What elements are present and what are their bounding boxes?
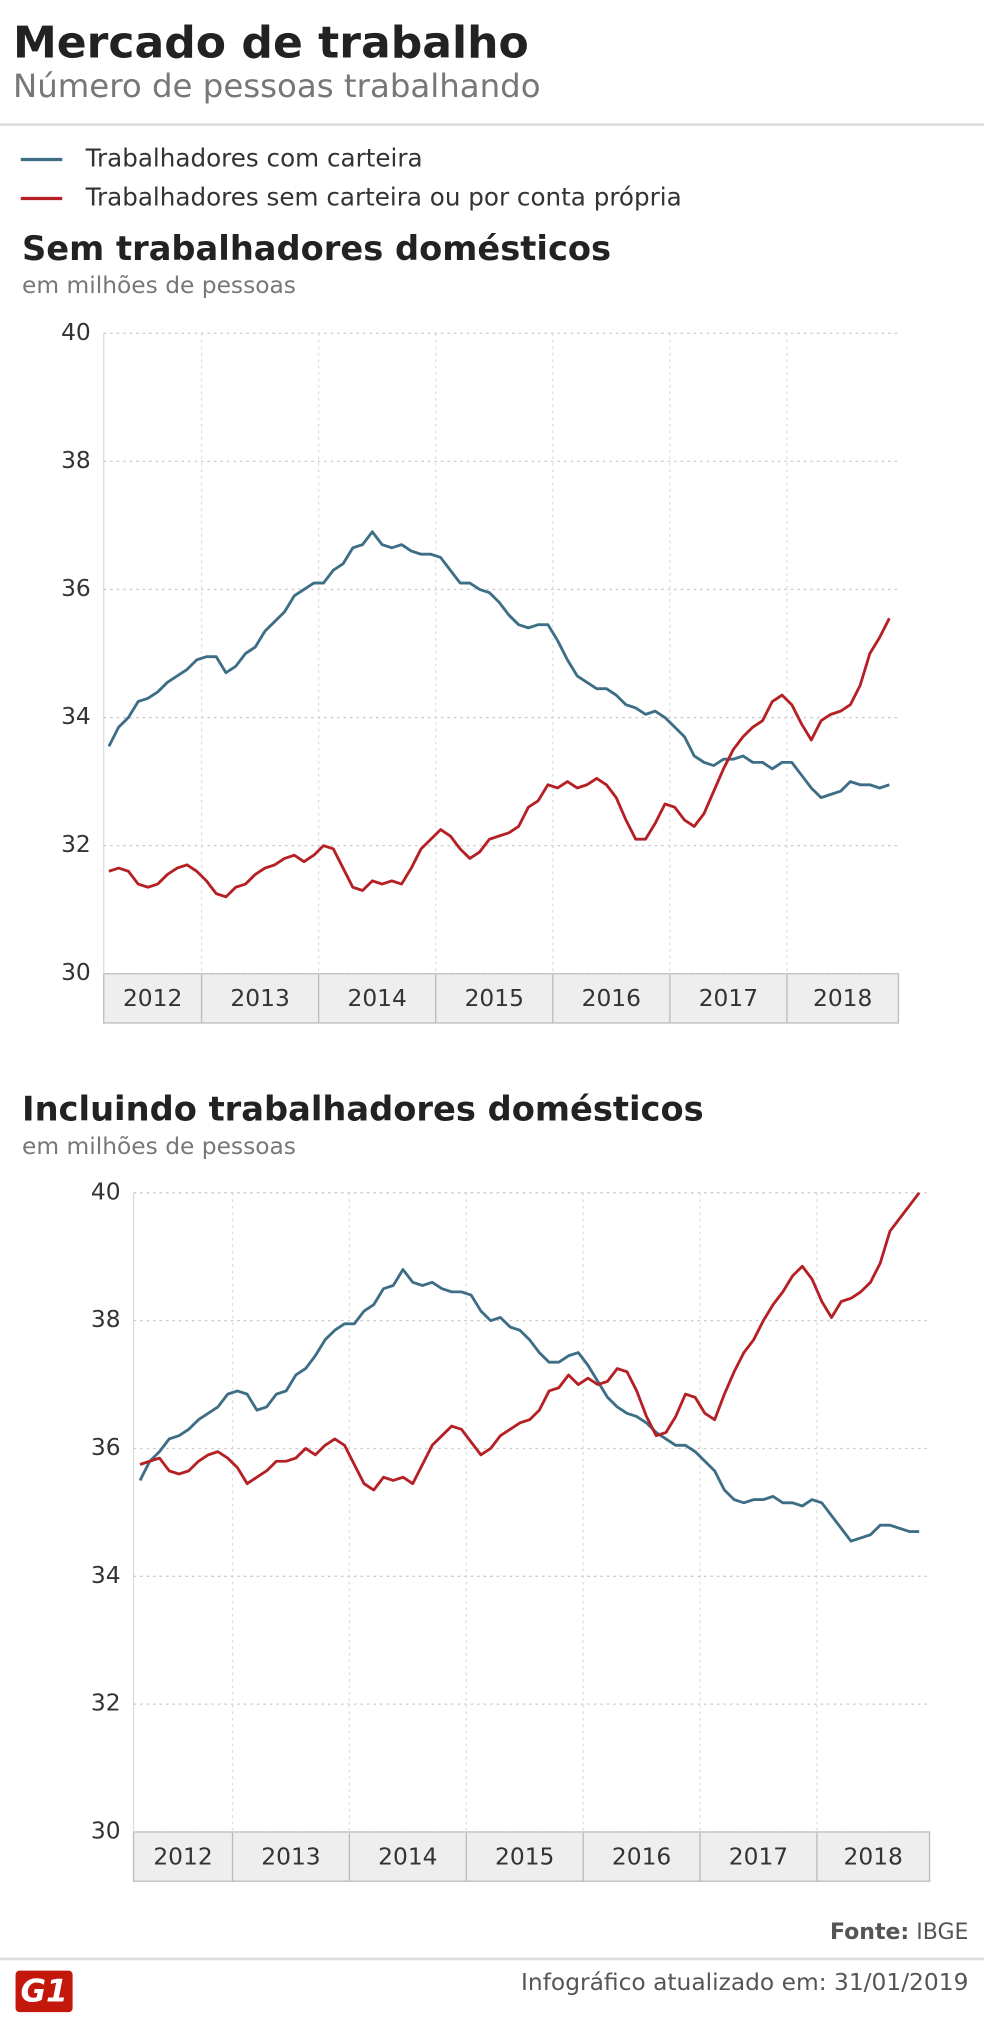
x-tick-label: 2013 bbox=[261, 1842, 320, 1870]
series-line bbox=[107, 530, 890, 800]
source-name: IBGE bbox=[916, 1920, 968, 1945]
x-tick-label: 2016 bbox=[612, 1842, 671, 1870]
y-tick-label: 36 bbox=[91, 1433, 121, 1461]
y-tick-label: 36 bbox=[61, 574, 91, 602]
x-tick-label: 2018 bbox=[844, 1842, 903, 1870]
source: Fonte: IBGE bbox=[830, 1920, 968, 1945]
x-tick-label: 2014 bbox=[347, 984, 406, 1012]
x-tick-label: 2015 bbox=[495, 1842, 554, 1870]
logo: G1 bbox=[20, 1974, 67, 2010]
y-tick-label: 30 bbox=[61, 958, 91, 986]
y-tick-label: 32 bbox=[61, 830, 91, 858]
x-axis-band bbox=[103, 973, 900, 1024]
y-tick-label: 38 bbox=[91, 1305, 121, 1333]
x-tick-label: 2014 bbox=[378, 1842, 437, 1870]
chart-title: Incluindo trabalhadores domésticos bbox=[22, 1090, 704, 1129]
y-tick-label: 34 bbox=[91, 1561, 121, 1589]
logo-box bbox=[15, 1970, 73, 2013]
chart-title: Sem trabalhadores domésticos bbox=[22, 229, 611, 268]
x-tick-label: 2018 bbox=[813, 984, 872, 1012]
x-tick-label: 2013 bbox=[230, 984, 289, 1012]
legend-label: Trabalhadores sem carteira ou por conta … bbox=[85, 182, 682, 211]
y-tick-label: 34 bbox=[61, 702, 91, 730]
y-tick-label: 40 bbox=[91, 1177, 121, 1205]
subtitle: Número de pessoas trabalhando bbox=[13, 67, 541, 105]
x-tick-label: 2016 bbox=[582, 984, 641, 1012]
chart-subtitle: em milhões de pessoas bbox=[22, 1132, 296, 1160]
y-tick-label: 40 bbox=[61, 318, 91, 346]
y-tick-label: 38 bbox=[61, 446, 91, 474]
x-tick-label: 2017 bbox=[729, 1842, 788, 1870]
y-tick-label: 32 bbox=[91, 1689, 121, 1717]
title: Mercado de trabalho bbox=[13, 17, 529, 68]
legend-label: Trabalhadores com carteira bbox=[85, 144, 423, 173]
y-tick-label: 30 bbox=[91, 1816, 121, 1844]
x-tick-label: 2012 bbox=[153, 1842, 212, 1870]
series-line bbox=[108, 617, 891, 899]
updated: Infográfico atualizado em: 31/01/2019 bbox=[521, 1968, 968, 1996]
x-tick-label: 2017 bbox=[699, 984, 758, 1012]
x-tick-label: 2015 bbox=[465, 984, 524, 1012]
chart-subtitle: em milhões de pessoas bbox=[22, 271, 296, 299]
source-label: Fonte: bbox=[830, 1920, 909, 1945]
series-line bbox=[139, 1191, 921, 1492]
x-tick-label: 2012 bbox=[123, 984, 182, 1012]
series-line bbox=[138, 1268, 920, 1543]
x-axis-band bbox=[132, 1831, 931, 1882]
